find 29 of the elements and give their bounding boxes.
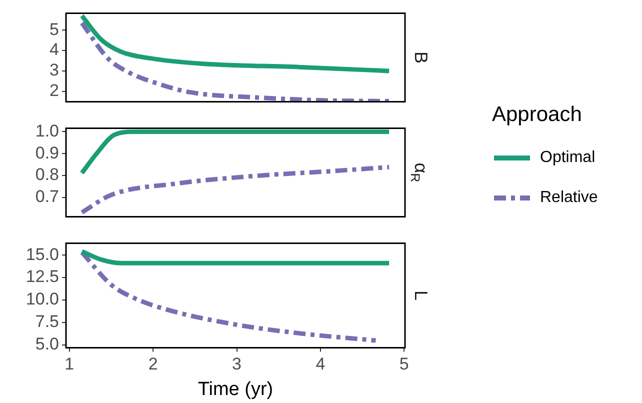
y-tick-label: 5.0 xyxy=(35,334,59,354)
x-tick-label: 1 xyxy=(64,354,74,374)
y-tick-label: 7.5 xyxy=(35,312,59,332)
y-tick-label: 0.8 xyxy=(35,165,59,184)
text: αR xyxy=(408,162,432,182)
x-tick-label: 3 xyxy=(232,354,242,374)
line-series xyxy=(80,14,392,74)
x-axis-title: Time (yr) xyxy=(198,378,274,400)
legend-label: Relative xyxy=(540,189,598,207)
y-tick-label: 2 xyxy=(50,81,59,100)
y-tick-label: 10.0 xyxy=(26,290,59,309)
text: L xyxy=(411,290,432,301)
line-series xyxy=(80,164,392,215)
x-tick-label: 4 xyxy=(316,354,326,374)
y-tick-label: 15.0 xyxy=(26,244,59,264)
y-tick-label: 5 xyxy=(50,20,59,39)
y-tick-label: 0.7 xyxy=(35,187,59,206)
y-tick-label: 1.0 xyxy=(35,121,59,140)
text: B xyxy=(411,51,432,64)
legend-label: Optimal xyxy=(540,149,596,167)
line-series xyxy=(80,20,392,102)
x-tick-label: 5 xyxy=(399,354,409,374)
y-tick-label: 12.5 xyxy=(26,267,59,286)
y-tick-label: 3 xyxy=(50,60,59,80)
line-series xyxy=(80,129,392,176)
x-tick-label: 2 xyxy=(148,354,158,374)
legend-title: Approach xyxy=(492,103,583,127)
y-tick-label: 4 xyxy=(50,40,59,60)
y-tick-label: 0.9 xyxy=(35,143,59,162)
